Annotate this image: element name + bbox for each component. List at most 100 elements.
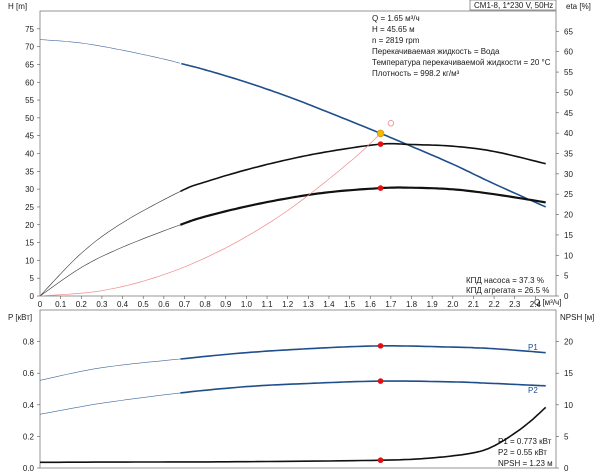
y2-tick-label: 45: [564, 109, 573, 118]
y2-tick-label: 20: [564, 338, 573, 347]
y2-tick-label: 0: [564, 292, 569, 301]
y2-tick-label: 5: [564, 432, 569, 441]
y2-tick-label: 25: [564, 190, 573, 199]
bottom-right-axis-label: NPSH [м]: [560, 313, 594, 322]
x-tick-label: 1.4: [323, 300, 335, 309]
open-point: [387, 120, 395, 127]
x-tick-label: 1.7: [385, 300, 397, 309]
x-tick-label: 0.5: [138, 300, 150, 309]
x-tick-label: 2.2: [489, 300, 501, 309]
plot-layer: 0510152025303540455055606570750510152025…: [23, 25, 574, 473]
x-tick-label: 1.0: [241, 300, 253, 309]
duty-point: [377, 457, 384, 464]
series-line-eta-насоса: [180, 142, 546, 193]
y-tick-label: 0.2: [23, 432, 35, 441]
duty-info: Q = 1.65 м³/ч H = 45.65 м n = 2819 rpm П…: [372, 14, 551, 78]
eff-line: КПД агрегата = 26.5 %: [466, 286, 549, 295]
power-info: P1 = 0.773 кВт P2 = 0.55 кВт NPSH = 1.23…: [498, 437, 553, 468]
y2-tick-label: 35: [564, 150, 573, 159]
duty-point: [377, 141, 384, 147]
y2-tick-label: 15: [564, 369, 573, 378]
y-tick-label: 5: [30, 274, 35, 283]
x-tick-label: 1.8: [406, 300, 418, 309]
series-label-p2: P2: [528, 386, 538, 395]
duty-point: [377, 378, 384, 384]
x-tick-label: 1.9: [427, 300, 439, 309]
series-line-h: [181, 62, 547, 208]
y-tick-label: 0.6: [23, 369, 35, 378]
y2-tick-label: 55: [564, 68, 573, 77]
x-tick-label: 0.4: [117, 300, 129, 309]
bottom-left-axis-label: P [кВт]: [8, 313, 32, 322]
y2-tick-label: 10: [564, 251, 573, 260]
x-tick-label: 1.2: [282, 300, 294, 309]
x-tick-label: 2.4: [530, 300, 542, 309]
y-tick-label: 40: [25, 150, 34, 159]
y-tick-label: 75: [25, 25, 34, 34]
y-tick-label: 20: [25, 221, 34, 230]
y-tick-label: 35: [25, 167, 34, 176]
top-left-axis-label: H [m]: [8, 2, 27, 11]
y2-tick-label: 40: [564, 129, 573, 138]
info-line: Q = 1.65 м³/ч: [372, 14, 420, 23]
y-tick-label: 25: [25, 203, 34, 212]
y2-tick-label: 10: [564, 401, 573, 410]
y-tick-label: 65: [25, 60, 34, 69]
y-tick-label: 60: [25, 78, 34, 87]
y2-tick-label: 60: [564, 48, 573, 57]
power-line: P1 = 0.773 кВт: [498, 437, 552, 446]
series-line-p2-thin: [39, 392, 181, 415]
y-tick-label: 10: [25, 256, 34, 265]
x-tick-label: 1.5: [344, 300, 356, 309]
x-axis-label: Q [м³/ч]: [534, 298, 561, 307]
y2-tick-label: 0: [564, 464, 569, 473]
y-tick-label: 0.4: [23, 401, 35, 410]
power-line: NPSH = 1.23 м: [498, 459, 553, 468]
power-line: P2 = 0.55 кВт: [498, 448, 547, 457]
y-tick-label: 0: [30, 292, 35, 301]
y2-tick-label: 65: [564, 27, 573, 36]
y-tick-label: 0.8: [23, 338, 35, 347]
x-tick-label: 2.1: [468, 300, 480, 309]
x-tick-label: 1.1: [261, 300, 273, 309]
y-tick-label: 15: [25, 239, 34, 248]
y2-tick-label: 15: [564, 231, 573, 240]
info-line: H = 45.65 м: [372, 25, 415, 34]
series-line-eta-насоса-thin: [39, 191, 181, 297]
x-tick-label: 0.9: [220, 300, 232, 309]
series-line-npsh: [40, 406, 547, 464]
series-line-h-thin: [39, 39, 180, 64]
y-tick-label: 45: [25, 132, 34, 141]
y-tick-label: 0.0: [23, 464, 35, 473]
duty-point: [377, 343, 384, 349]
info-line: n = 2819 rpm: [372, 36, 420, 45]
x-tick-label: 0.3: [96, 300, 108, 309]
duty-point: [377, 185, 384, 191]
info-line: Перекачиваемая жидкость = Вода: [372, 47, 500, 56]
x-tick-label: 0.1: [55, 300, 67, 309]
x-tick-label: 0.7: [179, 300, 191, 309]
y2-tick-label: 30: [564, 170, 573, 179]
series-label-p1: P1: [528, 343, 538, 352]
y-tick-label: 70: [25, 43, 34, 52]
top-right-axis-label: eta [%]: [566, 2, 591, 11]
eff-line: КПД насоса = 37.3 %: [466, 276, 544, 285]
series-line-eta-агрегата: [180, 186, 546, 226]
duty-point: [376, 129, 385, 138]
x-tick-label: 0: [38, 300, 43, 309]
y-tick-label: 50: [25, 114, 34, 123]
model-box: [469, 0, 557, 11]
info-line: Плотность = 998.2 кг/м³: [372, 69, 460, 78]
series-line-p1-thin: [39, 358, 181, 381]
x-tick-label: 2.3: [509, 300, 521, 309]
info-line: Температура перекачиваемой жидкости = 20…: [372, 58, 551, 67]
model-label: CM1-8, 1*230 V, 50Hz: [474, 1, 553, 10]
x-tick-label: 2.0: [447, 300, 459, 309]
efficiency-info: КПД насоса = 37.3 % КПД агрегата = 26.5 …: [466, 276, 549, 295]
y2-tick-label: 5: [564, 272, 569, 281]
y2-tick-label: 50: [564, 88, 573, 97]
series-line-eta-агрегата-thin: [39, 224, 181, 297]
y-tick-label: 30: [25, 185, 34, 194]
